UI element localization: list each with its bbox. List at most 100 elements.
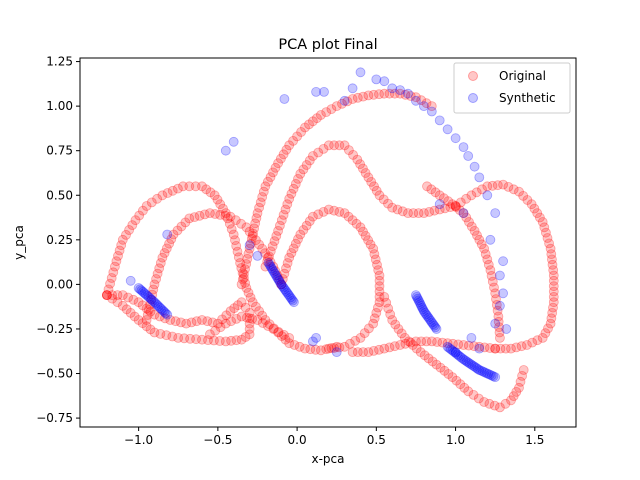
data-point-original — [352, 154, 363, 165]
data-point-original — [541, 227, 551, 238]
data-point-original — [370, 254, 381, 265]
data-point-original — [482, 181, 493, 192]
data-point-original — [221, 310, 232, 321]
data-point-original — [337, 98, 347, 109]
data-point-original — [374, 281, 385, 292]
data-point-original — [548, 275, 559, 286]
data-point-original — [244, 329, 255, 340]
data-point-synthetic — [482, 190, 493, 201]
data-point-synthetic — [264, 259, 275, 270]
data-point-original — [374, 190, 385, 201]
data-point-original — [205, 187, 216, 198]
data-point-synthetic — [426, 317, 437, 328]
data-point-original — [262, 252, 273, 263]
data-point-original — [400, 338, 411, 349]
data-point-synthetic — [421, 309, 432, 320]
data-point-original — [244, 324, 255, 334]
data-point-original — [381, 297, 392, 308]
data-point-original — [463, 340, 474, 351]
data-point-original — [273, 327, 284, 338]
data-point-original — [435, 362, 446, 373]
data-point-synthetic — [461, 356, 472, 367]
data-point-original — [186, 317, 197, 328]
data-point-original — [466, 190, 477, 201]
data-point-original — [535, 212, 545, 223]
data-point-original — [286, 248, 297, 258]
data-point-original — [323, 140, 334, 151]
data-point-synthetic — [464, 358, 475, 369]
data-point-synthetic — [498, 288, 509, 299]
data-point-original — [290, 178, 301, 189]
data-point-original — [295, 229, 306, 240]
data-point-synthetic — [145, 293, 156, 304]
data-point-original — [474, 234, 485, 245]
data-point-original — [343, 211, 354, 222]
data-point-synthetic — [455, 351, 466, 362]
data-point-original — [290, 238, 301, 249]
data-point-original — [503, 181, 514, 192]
data-point-original — [264, 251, 274, 262]
data-point-original — [121, 304, 132, 315]
data-point-original — [137, 205, 148, 216]
data-point-original — [483, 259, 494, 270]
data-point-original — [413, 208, 424, 219]
data-point-original — [255, 197, 266, 208]
data-point-original — [301, 160, 312, 170]
data-point-original — [254, 306, 265, 317]
data-point-original — [442, 338, 453, 349]
data-point-original — [214, 336, 225, 346]
data-point-original — [307, 116, 318, 127]
data-point-original — [542, 233, 553, 243]
data-point-original — [374, 286, 385, 297]
data-point-original — [157, 190, 168, 201]
data-point-synthetic — [286, 294, 297, 304]
data-point-original — [230, 215, 241, 226]
data-point-original — [279, 268, 290, 279]
data-point-original — [204, 329, 215, 340]
data-point-synthetic — [472, 363, 483, 374]
data-point-original — [149, 279, 160, 290]
data-point-original — [146, 294, 157, 305]
data-point-original — [547, 307, 558, 318]
y-tick-label: 0.25 — [46, 233, 73, 247]
data-point-original — [112, 290, 123, 301]
data-point-original — [451, 375, 462, 386]
data-point-original — [321, 344, 332, 355]
data-point-original — [298, 225, 309, 235]
data-point-original — [372, 302, 383, 313]
data-point-original — [358, 91, 369, 102]
data-point-original — [212, 318, 223, 329]
data-point-original — [315, 110, 326, 120]
data-point-original — [415, 347, 426, 358]
data-point-original — [278, 329, 289, 340]
data-point-synthetic — [498, 256, 509, 267]
data-point-original — [170, 316, 181, 327]
data-point-original — [232, 246, 243, 257]
data-point-original — [369, 313, 380, 324]
data-point-original — [393, 324, 404, 334]
data-point-original — [276, 215, 287, 226]
data-point-synthetic — [471, 362, 482, 373]
data-point-synthetic — [138, 286, 148, 297]
data-point-synthetic — [434, 115, 445, 126]
data-point-original — [454, 205, 465, 216]
data-point-synthetic — [484, 369, 495, 380]
data-point-original — [134, 210, 145, 221]
data-point-original — [410, 336, 421, 347]
data-point-original — [289, 340, 300, 350]
data-point-synthetic — [463, 357, 474, 368]
data-point-original — [389, 341, 400, 352]
data-point-original — [339, 140, 350, 151]
data-point-original — [477, 184, 487, 195]
data-point-original — [451, 202, 462, 213]
data-point-original — [247, 297, 258, 308]
data-point-original — [282, 199, 293, 210]
data-point-original — [469, 341, 480, 352]
data-point-original — [165, 315, 176, 325]
data-point-original — [155, 258, 166, 268]
data-point-original — [241, 283, 252, 293]
data-point-original — [522, 195, 533, 205]
data-point-original — [443, 196, 454, 207]
data-point-synthetic — [283, 289, 294, 300]
data-point-synthetic — [311, 87, 322, 97]
